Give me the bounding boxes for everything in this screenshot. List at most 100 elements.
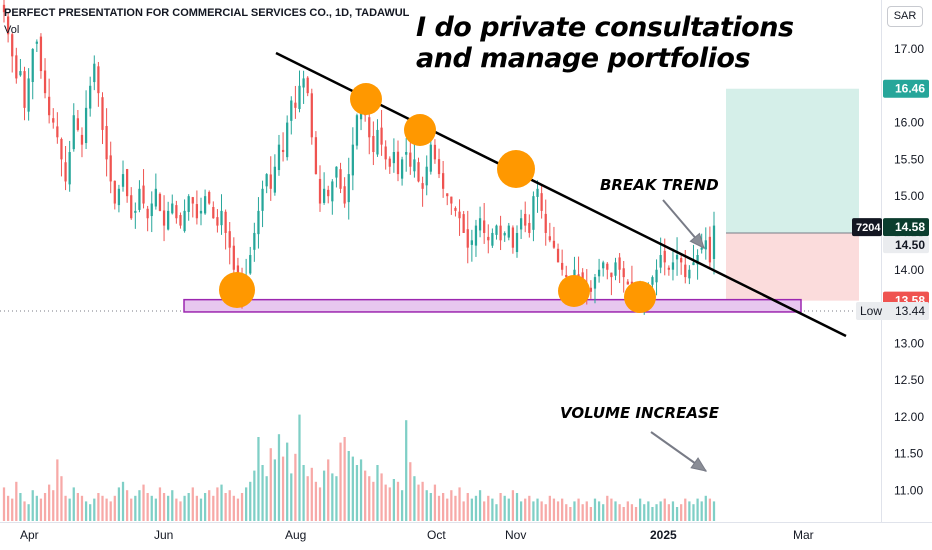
volume-bar <box>72 487 75 521</box>
volume-bar <box>544 504 547 521</box>
volume-bar <box>286 442 289 521</box>
volume-bar <box>638 498 642 521</box>
candle-body <box>314 137 318 175</box>
candle-body <box>667 267 670 270</box>
volume-bar <box>495 504 498 521</box>
time-tick-label: Mar <box>793 528 814 542</box>
volume-bar <box>647 501 650 521</box>
candle-body <box>89 85 92 109</box>
volume-bar <box>146 493 149 521</box>
touch-point-marker <box>624 281 656 313</box>
take-profit-zone <box>726 88 859 233</box>
volume-bar <box>712 501 716 521</box>
candle-body <box>130 195 133 219</box>
candle-body <box>43 70 47 94</box>
candle-body <box>376 129 379 155</box>
volume-bar <box>64 495 67 521</box>
candle-body <box>368 117 371 138</box>
candle-body <box>257 210 260 235</box>
candle-body <box>31 49 34 83</box>
candle-body <box>15 55 18 79</box>
candle-body <box>474 225 478 246</box>
candle-body <box>454 207 457 211</box>
volume-bar <box>269 448 272 521</box>
candle-body <box>405 152 408 155</box>
candle-body <box>286 122 289 158</box>
volume-bar <box>667 504 670 521</box>
candle-body <box>478 218 482 231</box>
candle-body <box>708 236 712 263</box>
time-tick-label: Oct <box>427 528 446 542</box>
candle-body <box>565 274 568 278</box>
candle-body <box>556 248 560 263</box>
candle-body <box>655 269 658 283</box>
volume-bar <box>466 493 469 521</box>
candle-body <box>540 193 543 211</box>
price-tick-label: 11.50 <box>894 447 923 461</box>
candle-body <box>2 4 6 13</box>
volume-bar <box>2 487 6 521</box>
candle-body <box>462 214 465 233</box>
candle-body <box>56 126 59 138</box>
time-tick-label: 2025 <box>650 528 677 542</box>
candle-body <box>150 203 153 217</box>
candle-body <box>191 197 194 204</box>
candle-body <box>142 185 145 204</box>
touch-point-marker <box>558 275 590 307</box>
candle-body <box>442 173 445 189</box>
candle-body <box>72 115 75 150</box>
candle-body <box>154 188 157 207</box>
volume-bar <box>179 501 182 521</box>
candle-body <box>524 213 527 226</box>
candle-body <box>425 166 428 186</box>
volume-bar <box>302 465 305 521</box>
candle-body <box>80 134 84 145</box>
time-tick-label: Jun <box>154 528 173 542</box>
volume-bar <box>335 476 338 521</box>
candle-body <box>552 240 556 248</box>
candle-body <box>626 281 629 285</box>
volume-bar <box>651 507 654 521</box>
candle-body <box>470 240 473 245</box>
candle-body <box>561 262 564 270</box>
volume-bar <box>589 507 593 521</box>
candle-body <box>413 159 416 172</box>
volume-bar <box>105 498 108 521</box>
volume-bar <box>84 501 88 521</box>
volume-bar <box>43 493 47 521</box>
candle-body <box>93 63 96 83</box>
volume-bar <box>462 501 465 521</box>
candle-body <box>171 203 174 214</box>
volume-increase-arrow-head <box>690 457 708 472</box>
support-zone <box>183 298 802 313</box>
low-tag-label: Low <box>860 304 882 318</box>
volume-bar <box>503 495 506 521</box>
candle-body <box>331 181 334 202</box>
volume-bar <box>708 498 712 521</box>
volume-bar <box>203 493 207 521</box>
currency-selector[interactable]: SAR <box>887 6 923 27</box>
volume-bar <box>556 501 560 521</box>
candle-body <box>339 169 342 189</box>
volume-bar <box>470 498 473 521</box>
candle-body <box>216 217 219 226</box>
touch-point-marker <box>219 272 255 308</box>
symbol-title: PERFECT PRESENTATION FOR COMMERCIAL SERV… <box>4 7 410 19</box>
candle-body <box>195 204 199 219</box>
volume-bar <box>659 501 662 521</box>
volume-bar <box>359 459 363 521</box>
volume-bar <box>97 493 100 521</box>
volume-bar <box>216 487 219 521</box>
volume-bar <box>125 490 129 521</box>
volume-bar <box>573 501 576 521</box>
volume-bar <box>392 479 396 521</box>
volume-bar <box>331 473 334 521</box>
price-tick-label: 12.00 <box>894 410 924 424</box>
volume-bar <box>261 465 264 521</box>
candle-body <box>618 257 621 270</box>
candle-body <box>306 77 309 94</box>
candle-body <box>220 210 223 226</box>
candle-body <box>175 205 178 219</box>
take-profit-tag-bg <box>883 79 929 98</box>
